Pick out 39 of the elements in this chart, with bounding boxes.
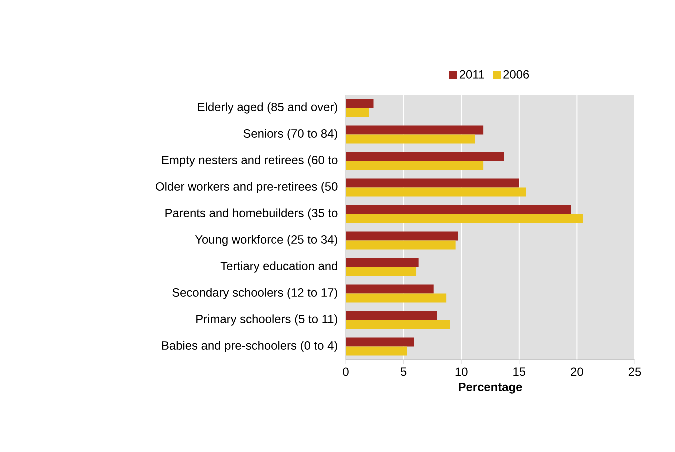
x-tick-label: 0 xyxy=(343,368,349,376)
y-tick-label: Primary schoolers (5 to 11) xyxy=(196,314,338,326)
y-tick-label: Babies and pre-schoolers (0 to 4) xyxy=(162,341,338,352)
bar xyxy=(346,205,572,214)
y-tick-label: Seniors (70 to 84) xyxy=(244,129,338,140)
y-tick-label: Young workforce (25 to 34) xyxy=(195,235,338,246)
bar xyxy=(346,346,408,356)
bar xyxy=(346,258,419,268)
x-tick-label: 25 xyxy=(628,368,642,376)
bar xyxy=(346,284,434,294)
bar xyxy=(346,214,583,224)
x-tick-label: 10 xyxy=(456,368,468,376)
y-tick-label: Empty nesters and retirees (60 to xyxy=(162,156,338,167)
bar xyxy=(346,338,414,347)
y-tick-label: Older workers and pre-retirees (50 xyxy=(156,182,338,194)
bar xyxy=(346,126,484,135)
bar xyxy=(346,178,520,188)
bar xyxy=(346,134,476,144)
bar xyxy=(346,240,456,250)
bar xyxy=(346,108,370,118)
bar xyxy=(346,267,417,276)
x-tick-label: 15 xyxy=(514,368,526,376)
bar xyxy=(346,152,504,162)
bar xyxy=(346,99,374,108)
legend-label: 2006 xyxy=(504,70,530,79)
bar xyxy=(346,311,438,320)
bar xyxy=(346,232,458,241)
bar xyxy=(346,294,447,303)
y-tick-label: Elderly aged (85 and over) xyxy=(198,102,338,114)
bar xyxy=(346,320,450,330)
y-tick-label: Secondary schoolers (12 to 17) xyxy=(172,288,338,300)
bar xyxy=(346,188,526,197)
x-tick-label: 5 xyxy=(400,368,407,376)
x-tick-label: 20 xyxy=(571,368,584,376)
legend-label: 2011 xyxy=(460,70,484,79)
bar xyxy=(346,161,484,170)
y-tick-label: Tertiary education and xyxy=(220,262,338,273)
x-axis-title: Percentage xyxy=(459,383,522,394)
y-tick-label: Parents and homebuilders (35 to xyxy=(166,208,338,220)
